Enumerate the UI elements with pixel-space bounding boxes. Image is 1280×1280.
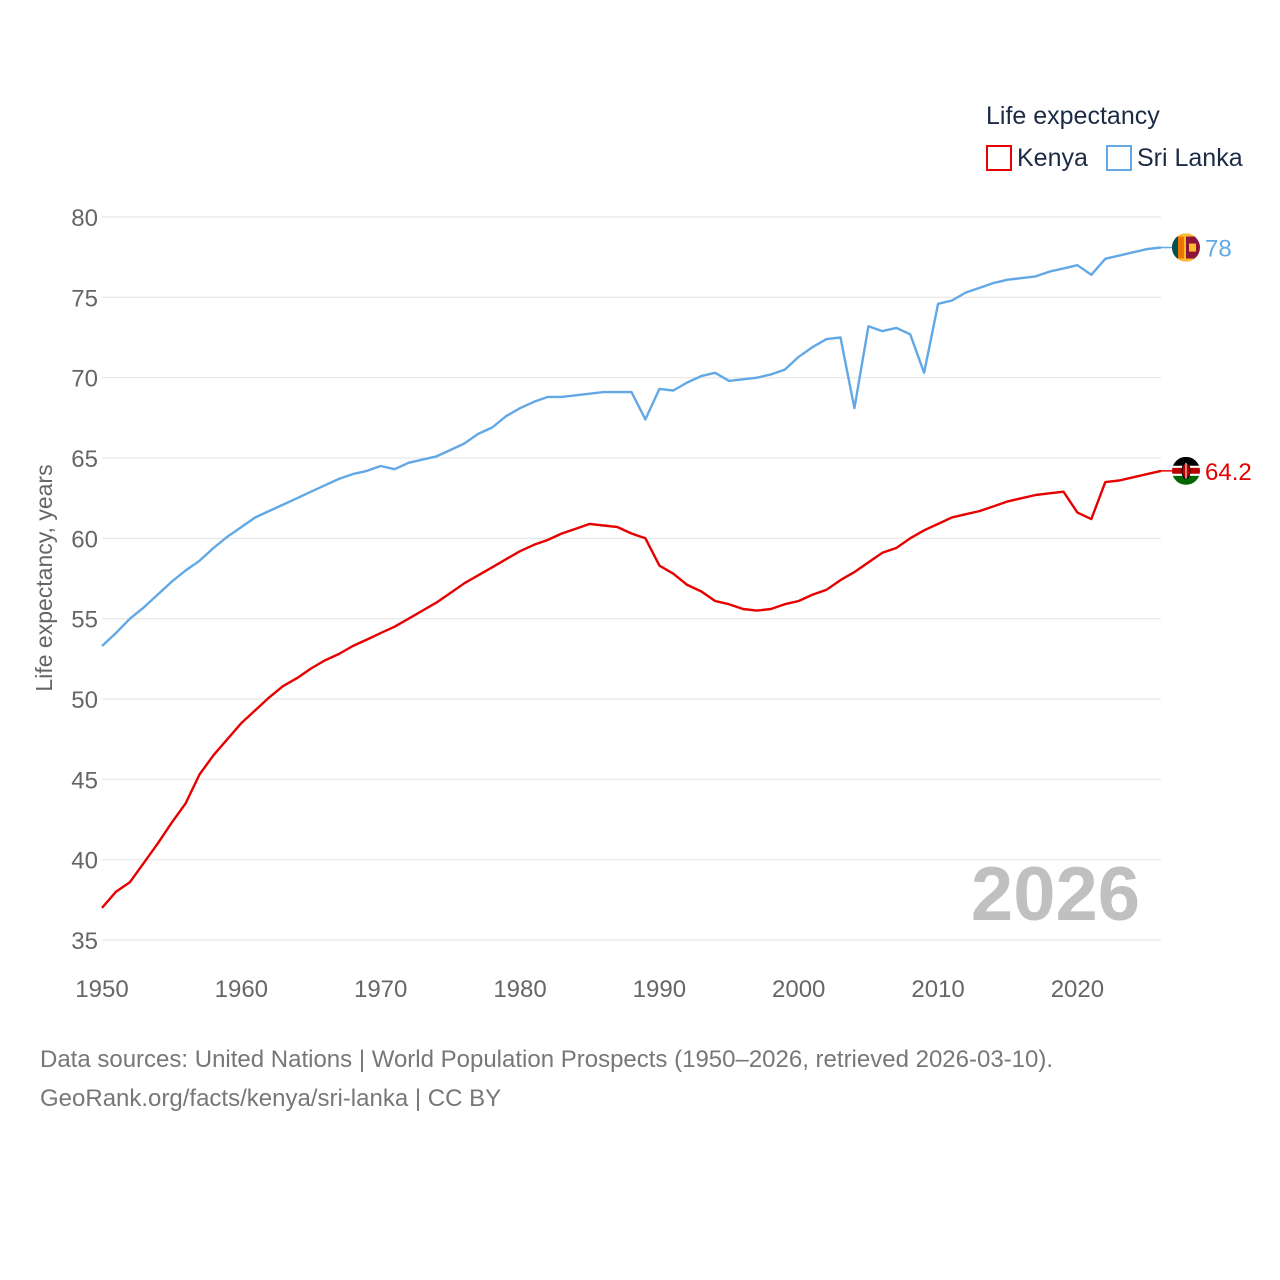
series-line-kenya: [101, 469, 1162, 909]
series-line-sri-lanka: [101, 246, 1162, 647]
legend-item-kenya[interactable]: Kenya: [986, 144, 1088, 172]
y-tick-label: 45: [71, 767, 98, 794]
legend-swatch-sri-lanka: [1106, 145, 1132, 171]
x-tick-label: 2010: [911, 976, 964, 1003]
y-axis-title: Life expectancy, years: [31, 464, 57, 691]
source-line-2: GeoRank.org/facts/kenya/sri-lanka | CC B…: [40, 1085, 502, 1112]
legend-title: Life expectancy: [986, 102, 1160, 130]
source-line-1: Data sources: United Nations | World Pop…: [40, 1046, 1054, 1073]
legend-swatch-kenya: [986, 145, 1012, 171]
legend-item-sri-lanka[interactable]: Sri Lanka: [1106, 144, 1243, 172]
gridlines: [102, 216, 1161, 941]
y-tick-label: 35: [71, 928, 98, 955]
kenya-end-value: 64.2: [1205, 459, 1252, 486]
y-axis-ticks: 35 40 45 50 55 60 65 70 75 80: [71, 205, 98, 955]
y-tick-label: 75: [71, 285, 98, 312]
y-tick-label: 65: [71, 446, 98, 473]
series-lines: [101, 246, 1172, 909]
y-tick-label: 70: [71, 366, 98, 393]
y-tick-label: 50: [71, 687, 98, 714]
legend-label-kenya: Kenya: [1017, 144, 1088, 172]
sri-lanka-end-value: 78: [1205, 236, 1232, 263]
x-tick-label: 1950: [75, 976, 128, 1003]
x-tick-label: 2000: [772, 976, 825, 1003]
year-watermark: 2026: [971, 852, 1140, 937]
x-tick-label: 1970: [354, 976, 407, 1003]
x-tick-label: 2020: [1051, 976, 1104, 1003]
x-tick-label: 1980: [493, 976, 546, 1003]
y-tick-label: 60: [71, 526, 98, 553]
y-tick-label: 80: [71, 205, 98, 232]
y-tick-label: 55: [71, 607, 98, 634]
kenya-flag-icon: [1172, 456, 1200, 485]
sri-lanka-flag-icon: [1172, 233, 1200, 262]
source-note: Data sources: United Nations | World Pop…: [40, 1040, 1240, 1118]
legend-label-sri-lanka: Sri Lanka: [1137, 144, 1243, 172]
legend: Life expectancy Kenya Sri Lanka: [986, 102, 1243, 172]
x-tick-label: 1960: [215, 976, 268, 1003]
x-axis-ticks: 1950 1960 1970 1980 1990 2000 2010 2020: [75, 976, 1104, 1003]
x-tick-label: 1990: [633, 976, 686, 1003]
y-tick-label: 40: [71, 848, 98, 875]
end-labels: 78 64.2: [1172, 233, 1252, 486]
